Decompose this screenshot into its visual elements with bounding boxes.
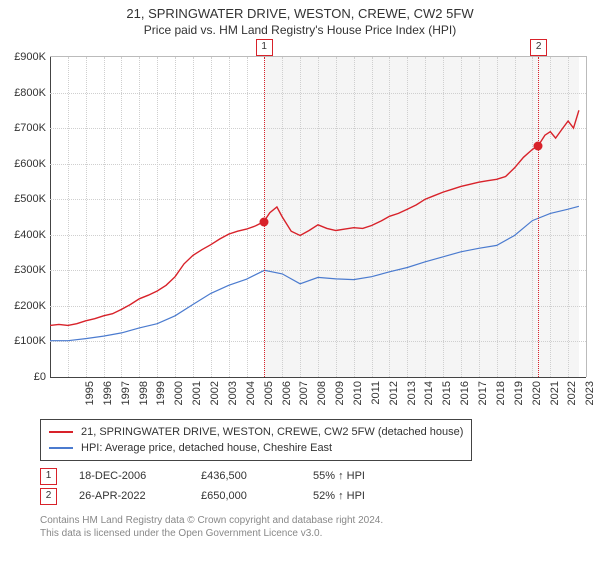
line-svg [50,57,586,377]
x-tick-label: 2015 [441,381,453,411]
y-tick-label: £0 [4,371,46,383]
legend-label: 21, SPRINGWATER DRIVE, WESTON, CREWE, CW… [81,426,463,438]
x-tick-label: 2000 [173,381,185,411]
x-tick-label: 2022 [566,381,578,411]
x-tick-label: 2019 [513,381,525,411]
legend: 21, SPRINGWATER DRIVE, WESTON, CREWE, CW… [40,419,472,461]
x-tick-label: 2008 [316,381,328,411]
legend-swatch [49,431,73,433]
event-marker-line [538,57,539,377]
y-tick-label: £200K [4,300,46,312]
sale-vs-hpi: 55% ↑ HPI [313,470,393,482]
sale-price: £436,500 [201,470,291,482]
x-axis [50,377,586,378]
sale-date: 18-DEC-2006 [79,470,179,482]
x-tick-label: 2014 [423,381,435,411]
legend-row: HPI: Average price, detached house, Ches… [49,440,463,456]
y-tick-label: £800K [4,87,46,99]
x-tick-label: 2012 [388,381,400,411]
x-tick-label: 2007 [298,381,310,411]
sale-index-box: 1 [40,468,57,485]
y-tick-label: £900K [4,51,46,63]
x-tick-label: 2002 [209,381,221,411]
x-tick-label: 2005 [263,381,275,411]
sale-row: 1 18-DEC-2006 £436,500 55% ↑ HPI [40,466,393,486]
footnote-line: This data is licensed under the Open Gov… [40,527,383,540]
sale-date: 26-APR-2022 [79,490,179,502]
sale-price: £650,000 [201,490,291,502]
x-tick-label: 2023 [584,381,596,411]
x-tick-label: 2004 [245,381,257,411]
event-marker-dot [259,217,268,226]
y-tick-label: £300K [4,264,46,276]
x-tick-label: 2018 [495,381,507,411]
legend-row: 21, SPRINGWATER DRIVE, WESTON, CREWE, CW… [49,424,463,440]
x-tick-label: 2016 [459,381,471,411]
chart-title: 21, SPRINGWATER DRIVE, WESTON, CREWE, CW… [0,6,600,21]
footnote: Contains HM Land Registry data © Crown c… [40,514,383,540]
x-tick-label: 1999 [155,381,167,411]
x-tick-label: 2013 [406,381,418,411]
event-marker-box: 2 [530,39,547,56]
x-tick-label: 1995 [84,381,96,411]
x-tick-label: 2011 [370,381,382,411]
chart-subtitle: Price paid vs. HM Land Registry's House … [0,23,600,37]
sale-row: 2 26-APR-2022 £650,000 52% ↑ HPI [40,486,393,506]
x-tick-label: 2021 [549,381,561,411]
x-tick-label: 1996 [102,381,114,411]
x-tick-label: 2020 [531,381,543,411]
event-marker-box: 1 [256,39,273,56]
y-tick-label: £400K [4,229,46,241]
plot-area: £0£100K£200K£300K£400K£500K£600K£700K£80… [50,56,587,377]
legend-label: HPI: Average price, detached house, Ches… [81,442,332,454]
x-tick-label: 2017 [477,381,489,411]
x-tick-label: 2009 [334,381,346,411]
sale-index-box: 2 [40,488,57,505]
x-tick-label: 1997 [120,381,132,411]
legend-swatch [49,447,73,449]
y-tick-label: £600K [4,158,46,170]
x-tick-label: 2003 [227,381,239,411]
x-tick-label: 2006 [281,381,293,411]
series-line [50,110,579,325]
x-tick-label: 2010 [352,381,364,411]
y-tick-label: £100K [4,335,46,347]
chart-container: 21, SPRINGWATER DRIVE, WESTON, CREWE, CW… [0,6,600,566]
x-tick-label: 2001 [191,381,203,411]
x-tick-label: 1998 [138,381,150,411]
chart-area: £0£100K£200K£300K£400K£500K£600K£700K£80… [8,56,592,406]
sale-vs-hpi: 52% ↑ HPI [313,490,393,502]
y-tick-label: £500K [4,193,46,205]
sales-table: 1 18-DEC-2006 £436,500 55% ↑ HPI 2 26-APR-202… [40,466,393,506]
event-marker-dot [534,141,543,150]
footnote-line: Contains HM Land Registry data © Crown c… [40,514,383,527]
y-tick-label: £700K [4,122,46,134]
